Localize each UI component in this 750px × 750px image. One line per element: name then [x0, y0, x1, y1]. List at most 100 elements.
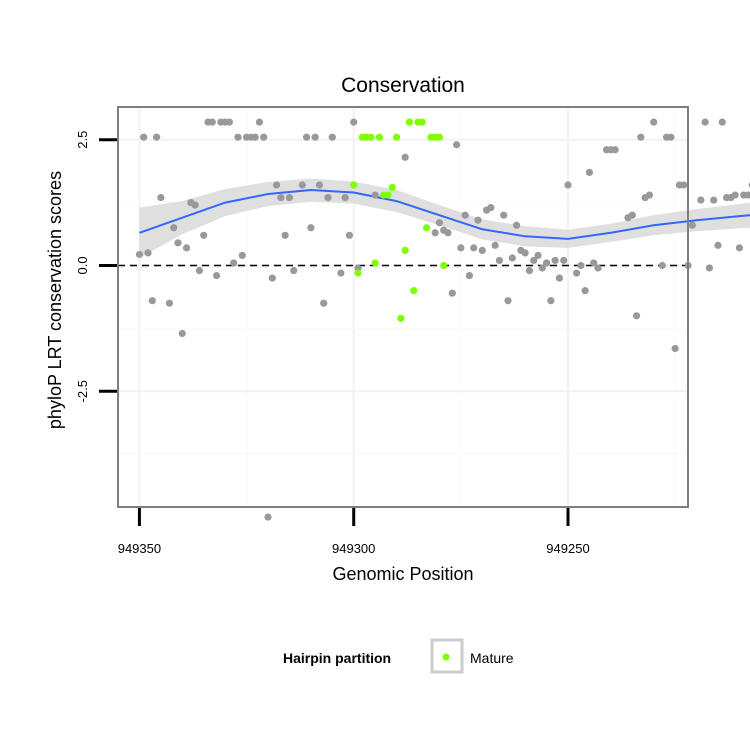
- data-point-other: [354, 264, 362, 272]
- data-point-other: [718, 118, 726, 126]
- data-point-other: [590, 259, 598, 267]
- data-point-other: [512, 221, 521, 229]
- data-point-other: [525, 266, 534, 275]
- data-point-other: [632, 312, 641, 320]
- data-point-other: [152, 133, 161, 141]
- y-axis-title: phyloP LRT conservation scores: [45, 171, 65, 429]
- data-point-other: [320, 299, 328, 307]
- legend-title: Hairpin partition: [283, 650, 391, 666]
- x-axis: 949350949300949250949200: [118, 508, 590, 556]
- x-tick-label: 949300: [332, 541, 375, 556]
- data-point-other: [448, 289, 456, 297]
- data-point-mature: [410, 287, 418, 295]
- data-point-other: [530, 256, 538, 265]
- data-point-other: [350, 118, 358, 126]
- legend-label-mature: Mature: [470, 650, 514, 666]
- data-point-other: [268, 274, 276, 282]
- data-point-other: [534, 251, 542, 260]
- data-point-mature: [440, 261, 448, 270]
- data-point-other: [174, 239, 182, 247]
- data-point-other: [182, 244, 191, 252]
- data-point-other: [328, 133, 336, 141]
- data-point-other: [560, 256, 568, 265]
- data-point-other: [581, 287, 589, 295]
- data-point-other: [238, 251, 246, 260]
- data-point-mature: [418, 118, 426, 126]
- data-point-other: [311, 133, 319, 141]
- data-point-other: [208, 118, 216, 126]
- data-point-other: [277, 193, 285, 202]
- data-point-other: [272, 181, 281, 189]
- data-point-other: [637, 133, 645, 141]
- y-tick-label: 0.0: [75, 256, 90, 274]
- data-point-other: [234, 133, 242, 141]
- smooth-line-layer: [139, 189, 750, 240]
- data-point-other: [435, 219, 444, 227]
- data-point-other: [491, 241, 499, 249]
- data-point-other: [470, 244, 478, 252]
- data-point-other: [212, 271, 221, 280]
- x-tick-label: 949250: [546, 541, 589, 556]
- data-point-other: [461, 211, 469, 219]
- panel-border: [117, 106, 689, 508]
- data-point-other: [371, 191, 379, 199]
- y-axis: -2.5 0.0 2.5: [75, 131, 117, 402]
- data-point-other: [555, 274, 564, 282]
- data-point-other: [658, 261, 666, 270]
- data-point-other: [542, 259, 551, 267]
- data-point-other: [281, 231, 289, 239]
- data-point-mature: [371, 259, 379, 267]
- data-point-other: [744, 191, 750, 199]
- data-point-mature: [422, 224, 431, 232]
- data-point-other: [255, 118, 264, 126]
- data-point-other: [345, 231, 354, 239]
- data-point-other: [521, 249, 529, 257]
- data-point-other: [577, 261, 585, 270]
- data-point-mature: [384, 191, 392, 199]
- data-point-mature: [367, 133, 375, 141]
- data-point-other: [191, 201, 199, 209]
- data-point-other: [290, 266, 298, 275]
- data-point-other: [401, 153, 409, 161]
- data-point-other: [200, 231, 208, 239]
- points-layer: [135, 118, 750, 521]
- data-point-other: [474, 216, 482, 224]
- data-point-other: [508, 254, 516, 262]
- legend: Hairpin partition Mature: [283, 638, 514, 674]
- data-point-other: [667, 133, 675, 141]
- data-point-other: [650, 118, 658, 126]
- smooth-line: [139, 189, 750, 240]
- data-point-other: [688, 221, 696, 229]
- data-point-other: [157, 193, 165, 202]
- data-point-other: [495, 256, 504, 265]
- data-point-mature: [392, 133, 401, 141]
- data-point-other: [645, 191, 654, 199]
- data-point-other: [487, 204, 495, 212]
- data-point-other: [260, 133, 268, 141]
- data-point-other: [585, 168, 594, 177]
- data-point-other: [705, 264, 714, 272]
- data-point-other: [478, 246, 486, 254]
- data-point-other: [264, 513, 272, 521]
- data-point-other: [500, 211, 508, 219]
- data-point-other: [710, 196, 718, 204]
- data-point-other: [465, 271, 474, 280]
- data-point-mature: [354, 269, 362, 277]
- data-point-other: [547, 297, 555, 305]
- chart-title: Conservation: [341, 74, 465, 97]
- data-point-other: [452, 141, 461, 149]
- data-point-other: [731, 191, 739, 199]
- data-point-other: [572, 269, 581, 277]
- data-point-other: [628, 211, 636, 219]
- data-point-other: [551, 256, 559, 265]
- data-point-other: [337, 269, 345, 277]
- data-point-other: [324, 193, 332, 202]
- data-point-other: [701, 118, 709, 126]
- data-point-other: [230, 259, 238, 267]
- data-point-other: [302, 133, 311, 141]
- data-point-other: [144, 249, 152, 257]
- data-point-other: [697, 196, 705, 204]
- data-point-other: [671, 344, 679, 353]
- data-point-other: [178, 329, 186, 338]
- data-point-mature: [401, 246, 409, 254]
